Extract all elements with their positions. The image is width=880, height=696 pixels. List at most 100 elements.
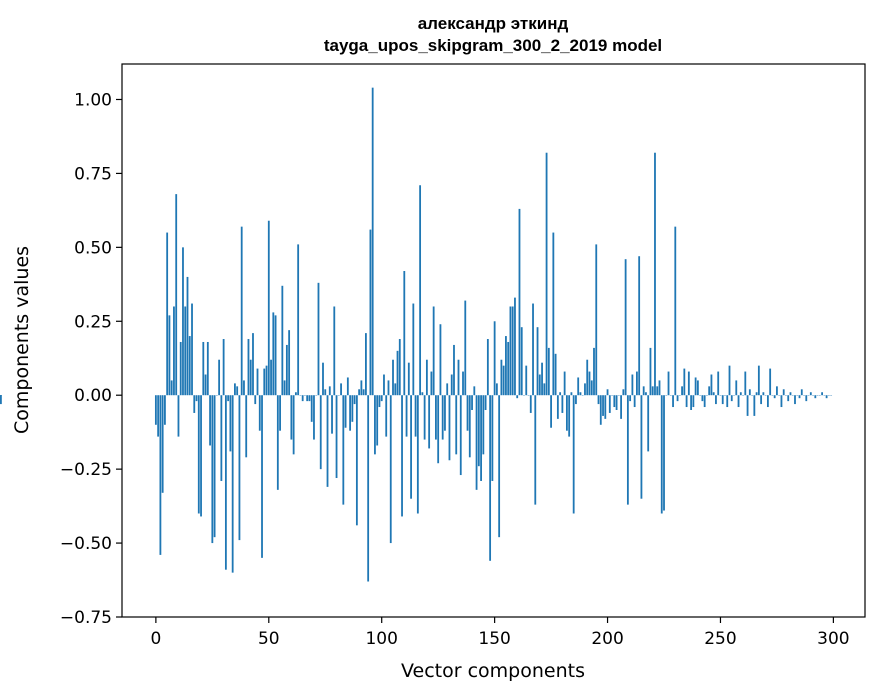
bar-component-171 [541, 362, 543, 396]
bar-component-211 [631, 374, 634, 396]
bar-component-257 [735, 380, 738, 396]
bar-component-61 [292, 395, 295, 455]
bar-component-162 [520, 327, 523, 396]
bar-component-123 [432, 306, 435, 396]
bar-component-117 [419, 185, 422, 396]
bar-component-272 [769, 368, 772, 396]
bar-component-292 [814, 395, 817, 399]
bar-component-12 [182, 247, 184, 396]
bar-component-80 [335, 395, 338, 479]
bar-component-191 [586, 359, 589, 396]
bar-component-56 [281, 285, 284, 396]
bar-component-149 [491, 395, 494, 481]
bar-component-125 [437, 395, 440, 464]
bar-component-242 [701, 395, 704, 402]
bar-component-132 [453, 344, 455, 396]
bar-component-210 [629, 395, 632, 402]
bar-component-24 [209, 395, 211, 446]
bar-component-172 [543, 383, 546, 396]
bar-component-216 [642, 386, 645, 396]
bar-component-271 [766, 395, 769, 408]
bar-component-234 [683, 368, 686, 396]
bar-component-247 [712, 392, 715, 396]
bar-component-142 [475, 395, 478, 490]
bar-component-50 [267, 220, 270, 396]
bar-component-176 [552, 232, 555, 396]
bar-component-17 [193, 395, 196, 413]
bar-component-67 [306, 395, 309, 402]
x-tick-label: 100 [365, 629, 397, 649]
bar-component-2 [159, 395, 162, 555]
bar-component-274 [773, 395, 776, 399]
bar-component-224 [660, 395, 663, 514]
bar-component-217 [645, 392, 647, 396]
bar-component-26 [213, 395, 216, 538]
bar-component-185 [572, 395, 575, 514]
bar-component-249 [717, 371, 720, 396]
bar-component-49 [265, 365, 268, 396]
bar-component-85 [346, 377, 349, 396]
y-tick-label: 0.00 [74, 386, 112, 406]
bar-component-11 [179, 341, 182, 396]
x-axis-label: Vector components [401, 660, 585, 682]
bar-component-130 [448, 395, 451, 461]
bar-component-98 [376, 395, 379, 446]
bar-component-63 [297, 244, 300, 396]
bar-component-13 [184, 306, 187, 396]
x-tick-label: 0 [150, 629, 161, 649]
bar-component-179 [559, 392, 562, 396]
bar-component-151 [495, 383, 498, 396]
bar-component-170 [538, 374, 541, 396]
bar-component-120 [425, 359, 428, 396]
bar-component-277 [780, 395, 783, 408]
bar-component-37 [238, 395, 241, 541]
bar-component-25 [211, 395, 214, 544]
bar-component-199 [604, 395, 607, 419]
bar-component-145 [482, 395, 485, 455]
bar-component-18 [195, 395, 198, 402]
bar-component-186 [575, 395, 577, 405]
x-tick-label: 200 [591, 629, 623, 649]
bar-component-106 [394, 383, 397, 396]
bar-component-38 [240, 226, 243, 396]
bar-component-174 [547, 347, 550, 396]
bar-component-88 [353, 395, 356, 405]
bar-component-140 [471, 395, 473, 410]
bar-component-161 [518, 208, 521, 396]
bar-component-157 [509, 306, 512, 396]
bar-component-79 [333, 306, 336, 396]
bar-component-220 [651, 386, 654, 396]
bar-component-54 [276, 395, 279, 490]
bar-component-209 [626, 395, 629, 505]
bar-component-147 [486, 339, 489, 396]
bar-component-237 [690, 395, 693, 410]
bar-component-1 [157, 395, 160, 437]
bar-component-136 [462, 371, 464, 396]
bar-component-268 [760, 395, 763, 405]
bar-component-258 [737, 395, 740, 408]
bar-component-245 [708, 386, 711, 396]
bar-component-194 [593, 347, 595, 396]
bar-component-43 [252, 333, 254, 396]
bar-component-89 [355, 395, 358, 526]
bar-component-262 [746, 395, 749, 416]
bar-component-122 [430, 371, 433, 396]
bar-component-227 [667, 371, 670, 396]
bar-component-5 [166, 232, 169, 396]
bar-component-219 [649, 347, 652, 396]
bar-component-231 [676, 395, 679, 402]
bar-component-97 [374, 395, 376, 455]
bar-component-101 [383, 374, 385, 396]
bar-component-103 [387, 380, 390, 396]
bar-component-124 [435, 395, 437, 440]
bar-component-168 [534, 395, 537, 505]
bar-component-68 [308, 395, 311, 402]
bar-component-36 [236, 386, 239, 396]
bar-component-70 [313, 395, 315, 440]
bar-component-109 [401, 395, 403, 517]
bar-component-74 [322, 362, 324, 396]
bar-component-243 [703, 395, 706, 408]
bar-component-78 [331, 395, 333, 434]
bar-component-195 [595, 244, 598, 396]
bar-component-139 [468, 395, 471, 458]
